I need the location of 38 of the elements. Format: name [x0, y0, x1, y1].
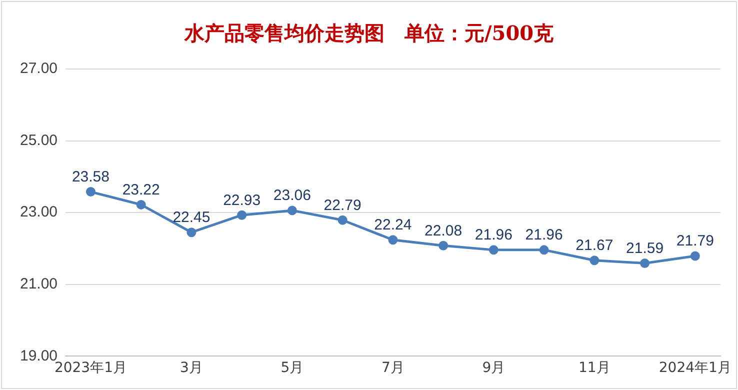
- data-label: 23.22: [122, 181, 160, 198]
- x-tick-label: 11月: [578, 360, 610, 376]
- y-tick-label: 25.00: [20, 132, 58, 149]
- point: [287, 206, 297, 216]
- data-label: 22.93: [223, 192, 261, 209]
- data-label: 21.96: [525, 226, 563, 244]
- y-tick-label: 27.00: [20, 60, 58, 78]
- point: [488, 245, 498, 255]
- point: [539, 245, 549, 255]
- data-label: 22.45: [172, 208, 210, 226]
- x-tick-label: 3月: [180, 360, 203, 376]
- chart-title: 水产品零售均价走势图 单位：元/500克: [183, 20, 555, 47]
- point: [338, 215, 348, 225]
- y-tick-label: 21.00: [20, 276, 58, 293]
- data-label: 23.58: [72, 168, 110, 186]
- point: [86, 187, 96, 197]
- x-tick-label: 2024年1月: [658, 360, 732, 376]
- data-label: 22.79: [324, 196, 362, 214]
- data-label: 21.67: [576, 236, 614, 254]
- point: [388, 235, 398, 245]
- data-label: 23.06: [273, 187, 311, 204]
- y-tick-label: 23.00: [20, 204, 58, 221]
- point: [186, 228, 196, 238]
- point: [690, 251, 700, 261]
- point: [237, 210, 247, 220]
- x-tick-label: 9月: [482, 360, 506, 376]
- point: [640, 258, 650, 268]
- x-tick-label: 7月: [381, 360, 404, 376]
- point: [438, 240, 448, 250]
- data-label: 22.08: [424, 222, 462, 240]
- data-label: 21.59: [626, 240, 664, 257]
- data-label: 22.24: [374, 216, 412, 234]
- data-label: 21.96: [474, 226, 512, 244]
- x-tick-label: 2023年1月: [54, 360, 127, 376]
- point: [136, 200, 146, 210]
- x-tick-label: 5月: [280, 360, 304, 376]
- point: [590, 256, 600, 266]
- data-label: 21.79: [676, 232, 714, 250]
